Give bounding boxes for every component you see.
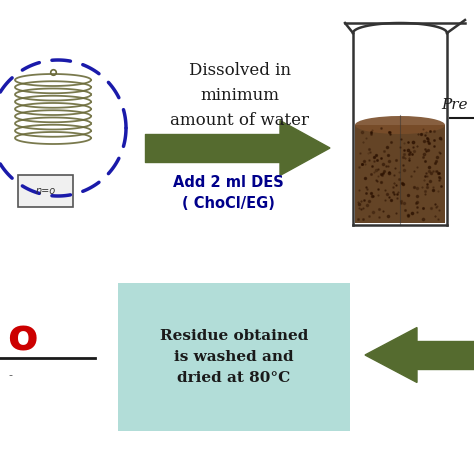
- Text: o: o: [7, 317, 37, 359]
- Text: -: -: [8, 370, 12, 380]
- Text: Add 2 ml DES
( ChoCl/EG): Add 2 ml DES ( ChoCl/EG): [173, 175, 283, 211]
- Text: Pre: Pre: [441, 98, 468, 112]
- Text: n=o: n=o: [36, 186, 55, 196]
- Text: Dissolved in
minimum
amount of water: Dissolved in minimum amount of water: [171, 62, 310, 128]
- Polygon shape: [365, 328, 417, 383]
- Ellipse shape: [355, 116, 445, 134]
- Polygon shape: [280, 120, 330, 175]
- FancyBboxPatch shape: [118, 283, 350, 431]
- Text: Residue obtained
is washed and
dried at 80°C: Residue obtained is washed and dried at …: [160, 329, 308, 384]
- FancyBboxPatch shape: [18, 175, 73, 207]
- FancyBboxPatch shape: [355, 125, 445, 223]
